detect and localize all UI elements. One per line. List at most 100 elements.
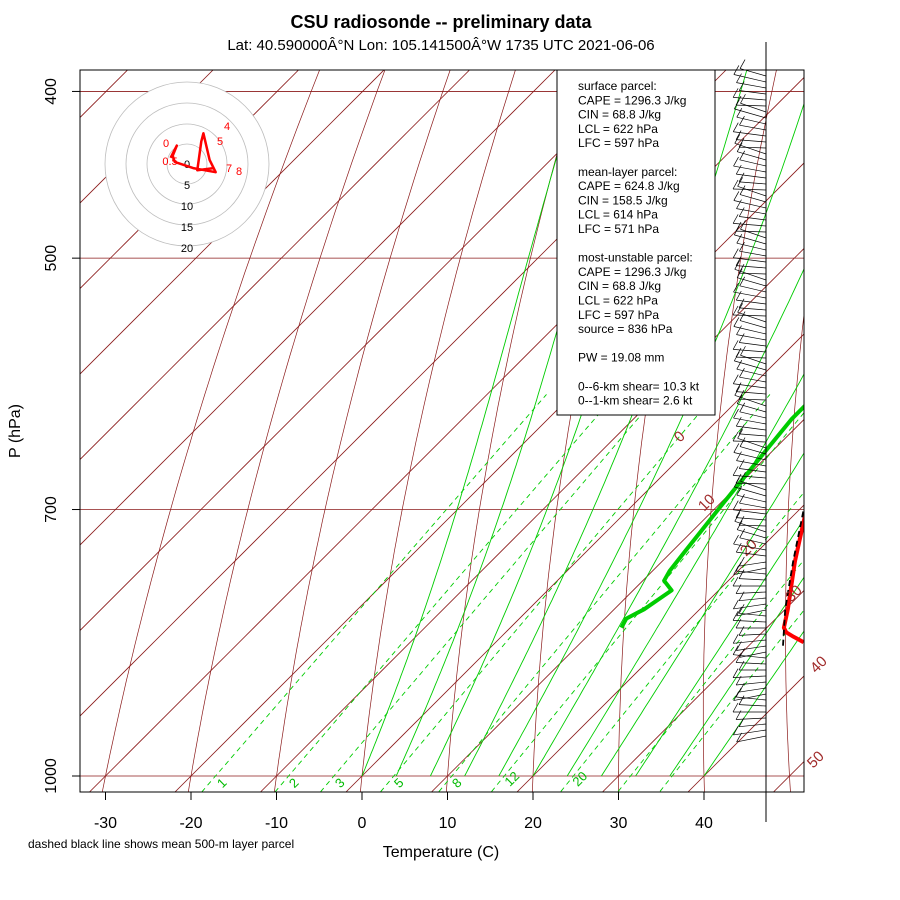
wind-barb-flag [736,359,743,370]
wind-barb-flag [735,584,742,594]
mixing-ratio-label: 12 [501,768,522,789]
wind-barb-flag [738,264,745,274]
wind-barb [733,675,767,678]
wind-barb [733,349,767,353]
wind-barb [733,291,767,299]
wind-barb [739,159,767,167]
wind-barb [736,104,767,107]
hodograph-ring-label: 15 [181,222,193,234]
series-dewpoint [619,403,804,629]
wind-barb [733,475,767,479]
wind-barb-flag [739,241,745,252]
wind-barb [733,165,767,173]
wind-barb [733,452,767,461]
isotherm-line [88,76,804,792]
wind-barb [736,717,767,720]
wind-barb [736,494,767,503]
wind-barb [739,90,767,95]
wind-barb [733,97,767,101]
wind-barb [739,723,767,728]
axes: 1000700500400300250200150100-30-20-10010… [43,78,831,832]
stats-line: LFC = 597 hPa [578,136,659,150]
wind-barb-flag [736,325,742,335]
isotherm-label: 50 [804,748,828,772]
wind-barb-flag [735,675,742,686]
wind-barb-flag [734,134,741,144]
stats-line: CAPE = 624.8 J/kg [578,179,680,193]
wind-barb-flag [735,710,742,720]
wind-barb-flag [738,660,745,671]
hodograph-height-label: 7 [226,163,232,175]
wind-barb [733,620,767,623]
wind-barb-flag [739,367,745,378]
wind-barb-flag [732,340,739,350]
hodograph-ring [146,123,228,205]
y-tick-label: 1000 [43,758,60,794]
wind-barb [739,597,767,602]
wind-barb-flag [735,653,742,663]
mixing-ratio-line [438,394,771,792]
wind-barb-flag [740,472,746,482]
wind-barb-flag [736,142,743,152]
hodograph-height-label: 0.5 [162,156,177,168]
stats-line: CIN = 68.8 J/kg [578,108,661,122]
wind-barb [734,234,767,245]
wind-barb-flag [739,311,746,321]
wind-barb-flag [735,687,742,698]
wind-barb-flag [738,459,745,469]
wind-barb-flag [734,512,741,522]
wind-barb [739,537,767,545]
wind-barb-flag [735,130,742,140]
y-tick-label: 400 [43,78,60,105]
wind-barb-flag [735,416,742,427]
mixing-ratio-line [201,394,547,792]
wind-barb [733,440,767,443]
wind-barb [733,326,767,335]
wind-barb [736,662,767,665]
wind-barb-flag [733,477,740,488]
wind-barb [737,185,767,197]
wind-barb-flag [732,122,739,132]
hodograph-height-label: 4 [224,121,230,133]
wind-barb [736,139,767,143]
wind-barb-flag [739,276,746,287]
wind-barb [740,354,767,365]
dry-adiabat [187,70,386,792]
wind-barb [739,411,767,419]
wind-barb [734,268,767,281]
wind-barb-flag [732,576,739,587]
dry-adiabat [702,70,777,792]
hodograph-ring [166,143,208,185]
moist-adiabat [669,576,804,777]
wind-barb [733,567,767,575]
wind-barb-flag [733,691,739,701]
stats-line: source = 836 hPa [578,322,673,336]
chart-subtitle: Lat: 40.590000Â°N Lon: 105.141500Â°W 173… [227,37,654,54]
wind-barb-flag [737,429,743,439]
wind-barb [739,468,767,473]
wind-barb-flag [740,220,746,230]
stats-panel [556,69,716,416]
wind-barb [733,131,767,137]
wind-barb [733,729,767,736]
isotherm-line [430,418,804,792]
wind-barbs [732,59,767,743]
isotherm-label: 0 [671,428,689,446]
wind-barb-flag [738,569,745,579]
wind-barb-flag [733,599,739,610]
mixing-ratio-line [658,609,804,792]
wind-barb [734,486,767,497]
moist-adiabat [395,70,632,777]
wind-barb-flag [735,164,742,175]
stats-line: surface parcel: [578,79,657,93]
hodograph-height-label: 0 [163,138,169,150]
isotherm-line [80,70,727,717]
wind-barb [739,446,767,455]
stats-line: LFC = 571 hPa [578,222,659,236]
hodograph-ring-label: 20 [181,243,193,255]
dry-adiabat [101,70,320,792]
wind-barb [733,223,767,227]
isotherm-line [345,333,804,792]
